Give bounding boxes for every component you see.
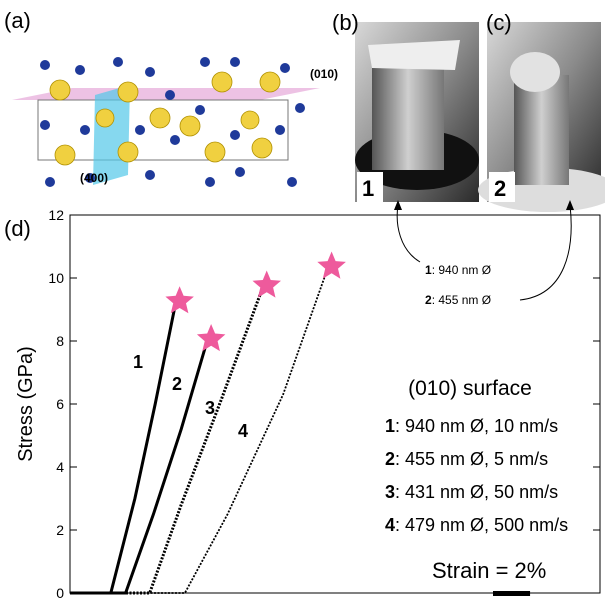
curve-label: 4 (238, 421, 248, 441)
plane-label: (010) (310, 67, 338, 81)
fracture-star (197, 324, 226, 351)
y-tick-label: 12 (48, 207, 64, 223)
y-tick-label: 0 (56, 585, 64, 601)
fracture-star (253, 271, 282, 298)
scale-bar (493, 591, 530, 596)
y-axis-title: Stress (GPa) (15, 346, 37, 462)
callout: 1: 940 nm Ø (425, 263, 491, 277)
callout: 2: 455 nm Ø (425, 293, 491, 307)
panel-label: (d) (4, 216, 31, 241)
fracture-star (165, 286, 194, 313)
y-tick-label: 10 (48, 270, 64, 286)
callout-arrow (397, 205, 420, 262)
panel-label: (c) (486, 10, 512, 35)
y-tick-label: 8 (56, 333, 64, 349)
number: 2 (385, 449, 395, 469)
text: : 455 nm Ø (432, 293, 491, 307)
callout-arrow (520, 205, 571, 300)
y-tick-label: 6 (56, 396, 64, 412)
legend-entry: 4: 479 nm Ø, 500 nm/s (385, 515, 568, 535)
stress-curve (70, 269, 328, 594)
curve-label: 3 (205, 398, 215, 418)
image-tag: 2 (494, 176, 506, 201)
number: 4 (385, 515, 395, 535)
plane-label: (400) (80, 171, 108, 185)
image-tag: 1 (362, 176, 374, 201)
panel-label: (a) (4, 8, 31, 33)
scale-bar-label: Strain = 2% (432, 558, 546, 583)
legend-entry: 3: 431 nm Ø, 50 nm/s (385, 482, 558, 502)
panel-label: (b) (332, 10, 359, 35)
text: : 479 nm Ø, 500 nm/s (395, 515, 568, 535)
text: : 455 nm Ø, 5 nm/s (395, 449, 548, 469)
text: : 940 nm Ø (432, 263, 491, 277)
y-tick-label: 2 (56, 522, 64, 538)
stress-curve (70, 303, 176, 593)
text: : 940 nm Ø, 10 nm/s (395, 416, 558, 436)
curve-label: 1 (133, 352, 143, 372)
legend-entry: 1: 940 nm Ø, 10 nm/s (385, 416, 558, 436)
number: 3 (385, 482, 395, 502)
figure: (a) (010) (400) 1 (b) 2 (c) 1: 940 nm Ø … (0, 0, 605, 602)
text: : 431 nm Ø, 50 nm/s (395, 482, 558, 502)
fracture-star (317, 252, 346, 279)
legend-title: (010) surface (408, 377, 532, 400)
number: 1 (385, 416, 395, 436)
curve-label: 2 (172, 374, 182, 394)
legend-entry: 2: 455 nm Ø, 5 nm/s (385, 449, 548, 469)
y-tick-label: 4 (56, 459, 64, 475)
stress-curve (70, 288, 263, 594)
stress-curve (70, 341, 207, 593)
crystal-structure (12, 57, 320, 187)
